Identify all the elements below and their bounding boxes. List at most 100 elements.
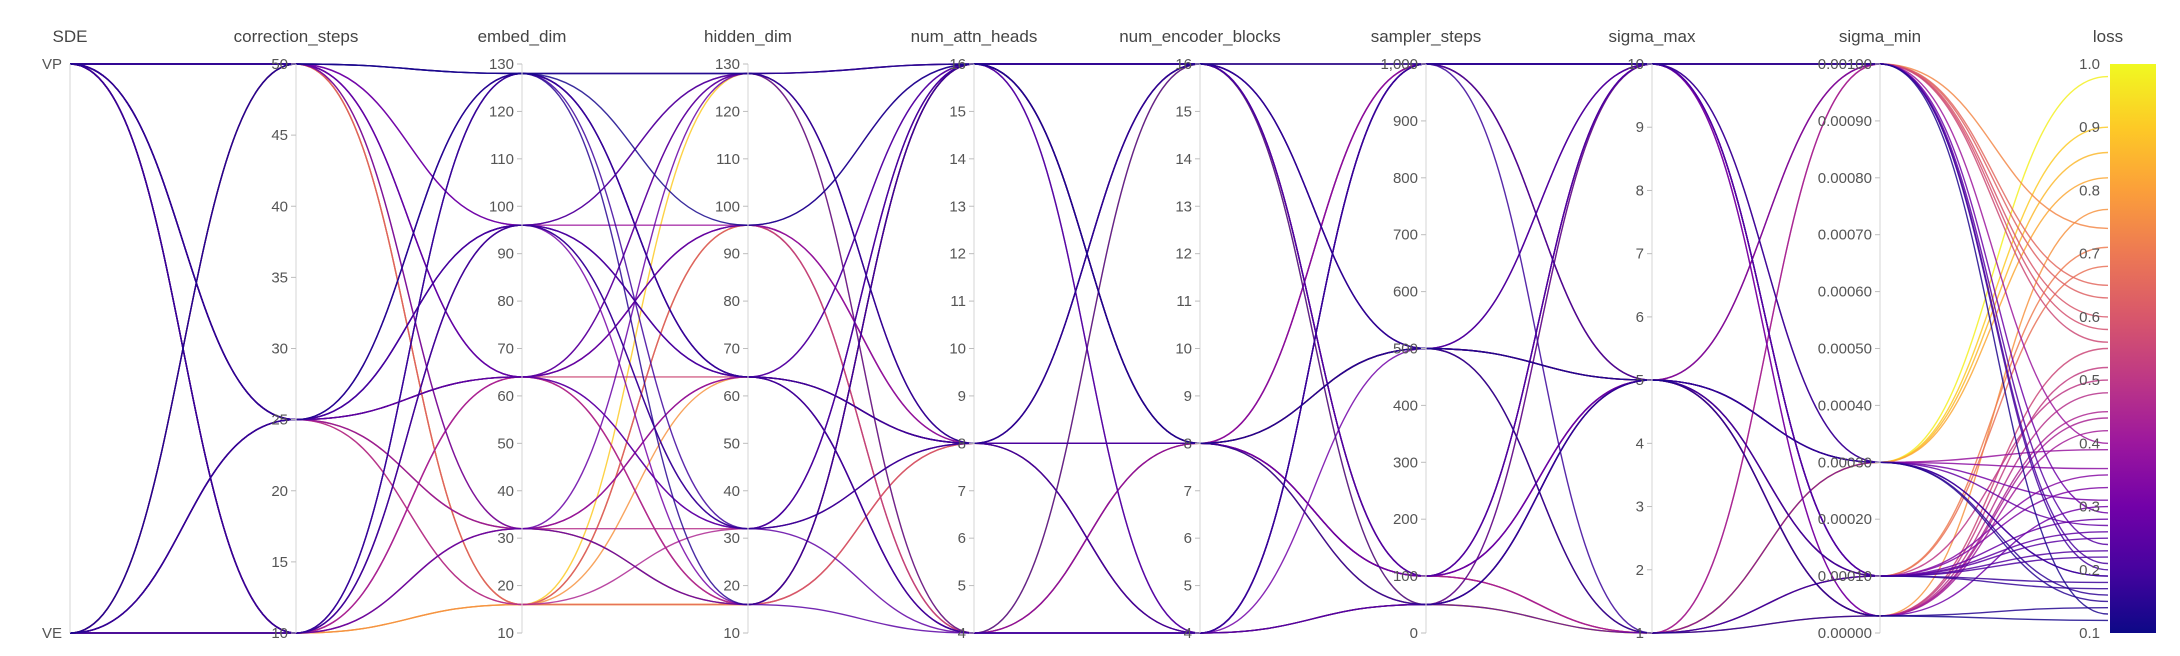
run-line[interactable] [69, 63, 2109, 634]
run-line[interactable] [69, 63, 2109, 634]
tick-label: 0.8 [2079, 182, 2100, 199]
run-line[interactable] [70, 347, 2109, 634]
run-line[interactable] [69, 63, 2109, 634]
tick-label: 4 [1184, 625, 1192, 642]
tick-label: 10 [1627, 56, 1644, 73]
tick-label: 4 [1636, 435, 1644, 452]
run-line[interactable] [70, 63, 2109, 634]
run-lines [69, 63, 2109, 634]
run-line[interactable] [69, 63, 2109, 634]
run-line[interactable] [69, 63, 2109, 634]
run-line[interactable] [70, 63, 2109, 634]
run-line[interactable] [69, 63, 2109, 634]
tick-label: 0.00050 [1818, 341, 1872, 358]
axis-embed_dim[interactable]: embed_dim 10 20 30 40 50 60 70 80 90 100 110 120 130 [478, 27, 567, 642]
run-line[interactable] [69, 63, 2109, 634]
tick-label: 0.00020 [1818, 511, 1872, 528]
colorbar [2110, 64, 2156, 633]
run-line[interactable] [69, 63, 2109, 634]
run-line[interactable] [69, 63, 2109, 634]
tick-label: 80 [497, 293, 514, 310]
axis-SDE[interactable]: SDE VE VP [42, 27, 88, 642]
run-line[interactable] [69, 63, 2109, 606]
tick-label: 10 [949, 341, 966, 358]
run-line[interactable] [69, 63, 2109, 634]
run-line[interactable] [69, 63, 2109, 634]
run-line[interactable] [69, 63, 2109, 634]
tick-label: 700 [1393, 227, 1418, 244]
tick-label: 110 [716, 151, 740, 168]
run-line[interactable] [70, 63, 2109, 634]
run-line[interactable] [69, 63, 2109, 634]
run-line[interactable] [70, 63, 2109, 634]
tick-label: 13 [949, 198, 966, 215]
tick-label: 130 [715, 56, 740, 73]
tick-label: 0.00040 [1818, 397, 1872, 414]
tick-label: VP [42, 56, 62, 73]
run-line[interactable] [69, 63, 2109, 634]
tick-label: 12 [1175, 246, 1192, 263]
tick-label: 110 [490, 151, 514, 168]
run-line[interactable] [69, 63, 2109, 634]
tick-label: 4 [958, 625, 966, 642]
tick-label: 13 [1175, 198, 1192, 215]
tick-label: 100 [489, 198, 514, 215]
axis-title: embed_dim [478, 27, 567, 46]
tick-label: 60 [497, 388, 514, 405]
tick-label: 300 [1393, 454, 1418, 471]
tick-label: 0.3 [2079, 499, 2100, 516]
tick-label: 80 [723, 293, 740, 310]
axis-hidden_dim[interactable]: hidden_dim 10 20 30 40 50 60 70 80 90 100 110 120 130 [704, 27, 792, 642]
tick-label: 0.00090 [1818, 113, 1872, 130]
tick-label: 50 [723, 435, 740, 452]
tick-label: 16 [1175, 56, 1192, 73]
run-line[interactable] [69, 63, 2109, 634]
tick-label: 20 [723, 578, 740, 595]
tick-label: 45 [271, 127, 288, 144]
tick-label: 120 [489, 103, 514, 120]
tick-label: 40 [271, 198, 288, 215]
tick-label: 60 [723, 388, 740, 405]
tick-label: 20 [497, 578, 514, 595]
loss-colorbar [2110, 64, 2156, 633]
tick-label: 130 [489, 56, 514, 73]
run-line[interactable] [69, 63, 2109, 634]
run-line[interactable] [69, 63, 2109, 634]
axis-sampler_steps[interactable]: sampler_steps 0 100 200 300 400 500 600 700 800 90… [1371, 27, 1482, 642]
tick-label: 70 [723, 341, 740, 358]
run-line[interactable] [69, 63, 2109, 634]
tick-label: 50 [497, 435, 514, 452]
run-line[interactable] [69, 63, 2109, 634]
run-line[interactable] [69, 63, 2109, 634]
tick-label: 0.6 [2079, 309, 2100, 326]
tick-label: 8 [1636, 182, 1644, 199]
run-line[interactable] [69, 63, 2109, 634]
run-line[interactable] [69, 63, 2109, 634]
tick-label: 15 [271, 554, 288, 571]
run-line[interactable] [69, 63, 2109, 634]
axis-num_encoder_blocks[interactable]: num_encoder_blocks 4 5 6 7 8 9 10 11 12 13 14 15 16 [1119, 27, 1281, 642]
axis-loss[interactable]: loss 0.1 0.2 0.3 0.4 0.5 0.6 0.7 0.8 0.9 1.0 [2079, 27, 2123, 642]
run-line[interactable] [69, 63, 2109, 634]
axis-sigma_min[interactable]: sigma_min 0.00000 0.00010 0.00020 0.00030 0.0… [1818, 27, 1921, 642]
run-line[interactable] [69, 63, 2109, 606]
tick-label: 8 [958, 435, 966, 452]
tick-label: 30 [723, 530, 740, 547]
run-line[interactable] [69, 63, 2109, 634]
run-line[interactable] [69, 63, 2109, 634]
run-line[interactable] [69, 63, 2109, 634]
axis-sigma_max[interactable]: sigma_max 1 2 3 4 5 6 7 8 9 10 [1609, 27, 1696, 642]
tick-label: 120 [715, 103, 740, 120]
axis-title: num_attn_heads [911, 27, 1038, 46]
run-line[interactable] [69, 63, 2109, 634]
tick-label: 7 [1184, 483, 1192, 500]
tick-label: 15 [1175, 103, 1192, 120]
axis-correction_steps[interactable]: correction_steps 10 15 20 25 30 35 40 45 50 [234, 27, 359, 642]
tick-label: 15 [949, 103, 966, 120]
axis-num_attn_heads[interactable]: num_attn_heads 4 5 6 7 8 9 10 11 12 13 14 15 16 [911, 27, 1038, 642]
run-line[interactable] [69, 63, 2109, 634]
run-line[interactable] [70, 63, 2109, 634]
run-line[interactable] [69, 63, 2109, 634]
tick-label: 0.1 [2079, 625, 2100, 642]
run-line[interactable] [69, 63, 2109, 634]
